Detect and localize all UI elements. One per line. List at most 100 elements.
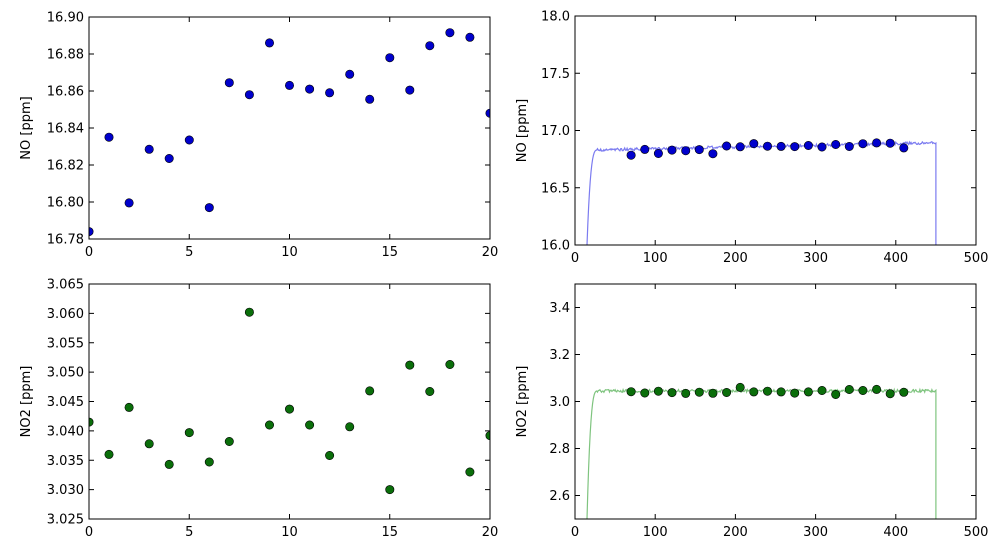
- data-point: [749, 139, 759, 149]
- data-point: [681, 388, 691, 398]
- axes-frame: [88, 16, 491, 240]
- data-point: [722, 387, 732, 397]
- x-tick-label: 20: [482, 525, 499, 540]
- data-point: [776, 141, 786, 151]
- y-tick-label: 17.5: [541, 67, 570, 82]
- data-point: [325, 450, 335, 460]
- data-point: [224, 436, 234, 446]
- series-line: [586, 140, 937, 245]
- no2-scatter-panel: 0 5 10 15 20 3.025 3.030 3.035 3.040 3.045 3.050 3.…: [19, 278, 498, 541]
- data-point: [831, 140, 841, 150]
- data-point: [365, 94, 375, 104]
- y-tick-label: 16.84: [47, 122, 84, 137]
- data-point: [445, 359, 455, 369]
- data-point: [405, 85, 415, 95]
- data-point: [104, 132, 114, 142]
- data-point: [653, 386, 663, 396]
- no-scatter-panel: 0 5 10 15 20 16.78 16.80 16.82 16.84 16.86 16.88 16…: [19, 11, 498, 261]
- axes-frame: [574, 283, 977, 520]
- y-axis-label: NO [ppm]: [19, 96, 34, 159]
- data-point: [465, 32, 475, 42]
- data-point: [762, 141, 772, 151]
- data-point: [104, 449, 114, 459]
- data-point: [885, 138, 895, 148]
- plot-area: [89, 28, 490, 237]
- y-tick-label: 3.2: [549, 348, 570, 363]
- data-point: [164, 154, 174, 164]
- data-point: [305, 84, 315, 94]
- data-point: [872, 384, 882, 394]
- data-point: [790, 388, 800, 398]
- data-point: [681, 146, 691, 156]
- data-point: [244, 90, 254, 100]
- data-point: [640, 144, 650, 154]
- data-point: [858, 139, 868, 149]
- data-point: [405, 360, 415, 370]
- x-tick-label: 400: [883, 251, 908, 266]
- data-point: [640, 388, 650, 398]
- data-point: [626, 387, 636, 397]
- y-tick-label: 3.045: [47, 395, 84, 410]
- data-point: [204, 203, 214, 213]
- y-tick-label: 3.035: [47, 454, 84, 469]
- x-tick-label: 200: [723, 251, 748, 266]
- y-tick-label: 3.0: [549, 395, 570, 410]
- y-tick-label: 16.5: [541, 181, 570, 196]
- y-axis-label: NO2 [ppm]: [19, 366, 34, 438]
- data-point: [144, 144, 154, 154]
- data-point: [899, 143, 909, 153]
- y-tick-label: 3.050: [47, 366, 84, 381]
- data-point: [708, 388, 718, 398]
- y-tick-label: 3.055: [47, 336, 84, 351]
- data-point: [284, 80, 294, 90]
- y-tick-label: 16.0: [541, 239, 570, 254]
- x-tick-label: 100: [643, 251, 668, 266]
- axes-frame: [574, 15, 977, 246]
- data-point: [817, 385, 827, 395]
- data-point: [385, 485, 395, 495]
- x-tick-label: 500: [964, 525, 989, 540]
- data-point: [284, 404, 294, 414]
- data-point: [762, 386, 772, 396]
- series-line: [586, 387, 937, 519]
- x-tick-label: 400: [883, 525, 908, 540]
- data-point: [831, 389, 841, 399]
- y-tick-label: 16.82: [47, 159, 84, 174]
- x-tick-label: 5: [185, 245, 193, 260]
- x-tick-label: 300: [803, 251, 828, 266]
- axes-frame: [88, 283, 491, 520]
- data-point: [445, 28, 455, 38]
- y-tick-label: 3.060: [47, 307, 84, 322]
- data-point: [184, 428, 194, 438]
- x-tick-label: 200: [723, 525, 748, 540]
- x-tick-label: 15: [381, 245, 398, 260]
- data-point: [124, 402, 134, 412]
- x-tick-label: 300: [803, 525, 828, 540]
- data-point: [708, 149, 718, 159]
- data-point: [844, 384, 854, 394]
- data-point: [365, 386, 375, 396]
- data-point: [653, 149, 663, 159]
- data-point: [858, 385, 868, 395]
- y-tick-label: 3.040: [47, 424, 84, 439]
- x-tick-label: 0: [85, 525, 93, 540]
- y-tick-label: 3.030: [47, 483, 84, 498]
- y-tick-label: 16.80: [47, 196, 84, 211]
- data-point: [144, 439, 154, 449]
- data-point: [325, 88, 335, 98]
- data-point: [844, 142, 854, 152]
- data-point: [224, 78, 234, 88]
- x-tick-label: 15: [381, 525, 398, 540]
- y-tick-label: 16.86: [47, 85, 84, 100]
- y-tick-label: 17.0: [541, 124, 570, 139]
- y-tick-label: 2.6: [549, 489, 570, 504]
- data-point: [244, 307, 254, 317]
- data-point: [776, 387, 786, 397]
- no2-timeseries-panel: 0 100 200 300 400 500 2.6 2.8 3.0 3.2 3.4 NO2 [ppm]: [515, 283, 989, 540]
- data-point: [425, 386, 435, 396]
- data-point: [694, 145, 704, 155]
- data-point: [305, 420, 315, 430]
- data-point: [164, 459, 174, 469]
- y-tick-label: 16.78: [47, 233, 84, 248]
